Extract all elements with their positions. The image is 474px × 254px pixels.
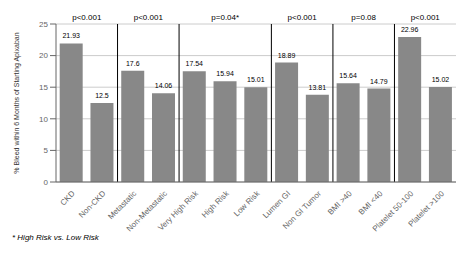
svg-text:0: 0 xyxy=(44,178,49,187)
svg-text:14.06: 14.06 xyxy=(155,82,173,89)
svg-text:14.79: 14.79 xyxy=(370,78,388,85)
svg-text:p<0.001: p<0.001 xyxy=(288,13,318,22)
svg-text:High Risk: High Risk xyxy=(200,188,231,219)
svg-text:p=0.04*: p=0.04* xyxy=(211,13,239,22)
svg-text:17.54: 17.54 xyxy=(186,60,204,67)
svg-text:Metastatic: Metastatic xyxy=(106,189,138,221)
svg-text:15.01: 15.01 xyxy=(247,76,265,83)
svg-text:Low Risk: Low Risk xyxy=(232,188,262,218)
svg-text:5: 5 xyxy=(44,146,49,155)
svg-text:20: 20 xyxy=(39,51,48,60)
svg-text:p<0.001: p<0.001 xyxy=(411,13,441,22)
svg-text:18.89: 18.89 xyxy=(278,52,296,59)
svg-text:10: 10 xyxy=(39,115,48,124)
svg-text:17.6: 17.6 xyxy=(126,60,140,67)
svg-text:13.81: 13.81 xyxy=(309,84,327,91)
svg-text:BMI <40: BMI <40 xyxy=(357,189,385,217)
svg-text:22.96: 22.96 xyxy=(401,26,419,33)
svg-text:p=0.08: p=0.08 xyxy=(351,13,376,22)
svg-text:CKD: CKD xyxy=(59,189,77,207)
svg-text:Very High Risk: Very High Risk xyxy=(156,188,200,232)
svg-text:15.02: 15.02 xyxy=(432,76,450,83)
svg-text:Non-CKD: Non-CKD xyxy=(77,189,108,220)
svg-text:Lumen GI: Lumen GI xyxy=(261,189,292,220)
svg-text:% Bleed within 6 Months of Sta: % Bleed within 6 Months of Starting Apix… xyxy=(13,32,21,173)
svg-text:15.64: 15.64 xyxy=(339,72,357,79)
svg-text:15: 15 xyxy=(39,83,48,92)
svg-text:p<0.001: p<0.001 xyxy=(72,13,102,22)
svg-text:p<0.001: p<0.001 xyxy=(134,13,164,22)
svg-text:12.5: 12.5 xyxy=(95,92,109,99)
html-text:* High Risk vs. Low Risk: * High Risk vs. Low Risk xyxy=(12,233,99,242)
svg-text:Non GI Tumor: Non GI Tumor xyxy=(281,189,323,231)
svg-text:15.94: 15.94 xyxy=(216,70,234,77)
svg-text:21.93: 21.93 xyxy=(62,32,80,39)
svg-text:25: 25 xyxy=(39,20,48,29)
svg-text:Platelet >100: Platelet >100 xyxy=(406,189,446,229)
svg-text:BMI >40: BMI >40 xyxy=(326,189,354,217)
